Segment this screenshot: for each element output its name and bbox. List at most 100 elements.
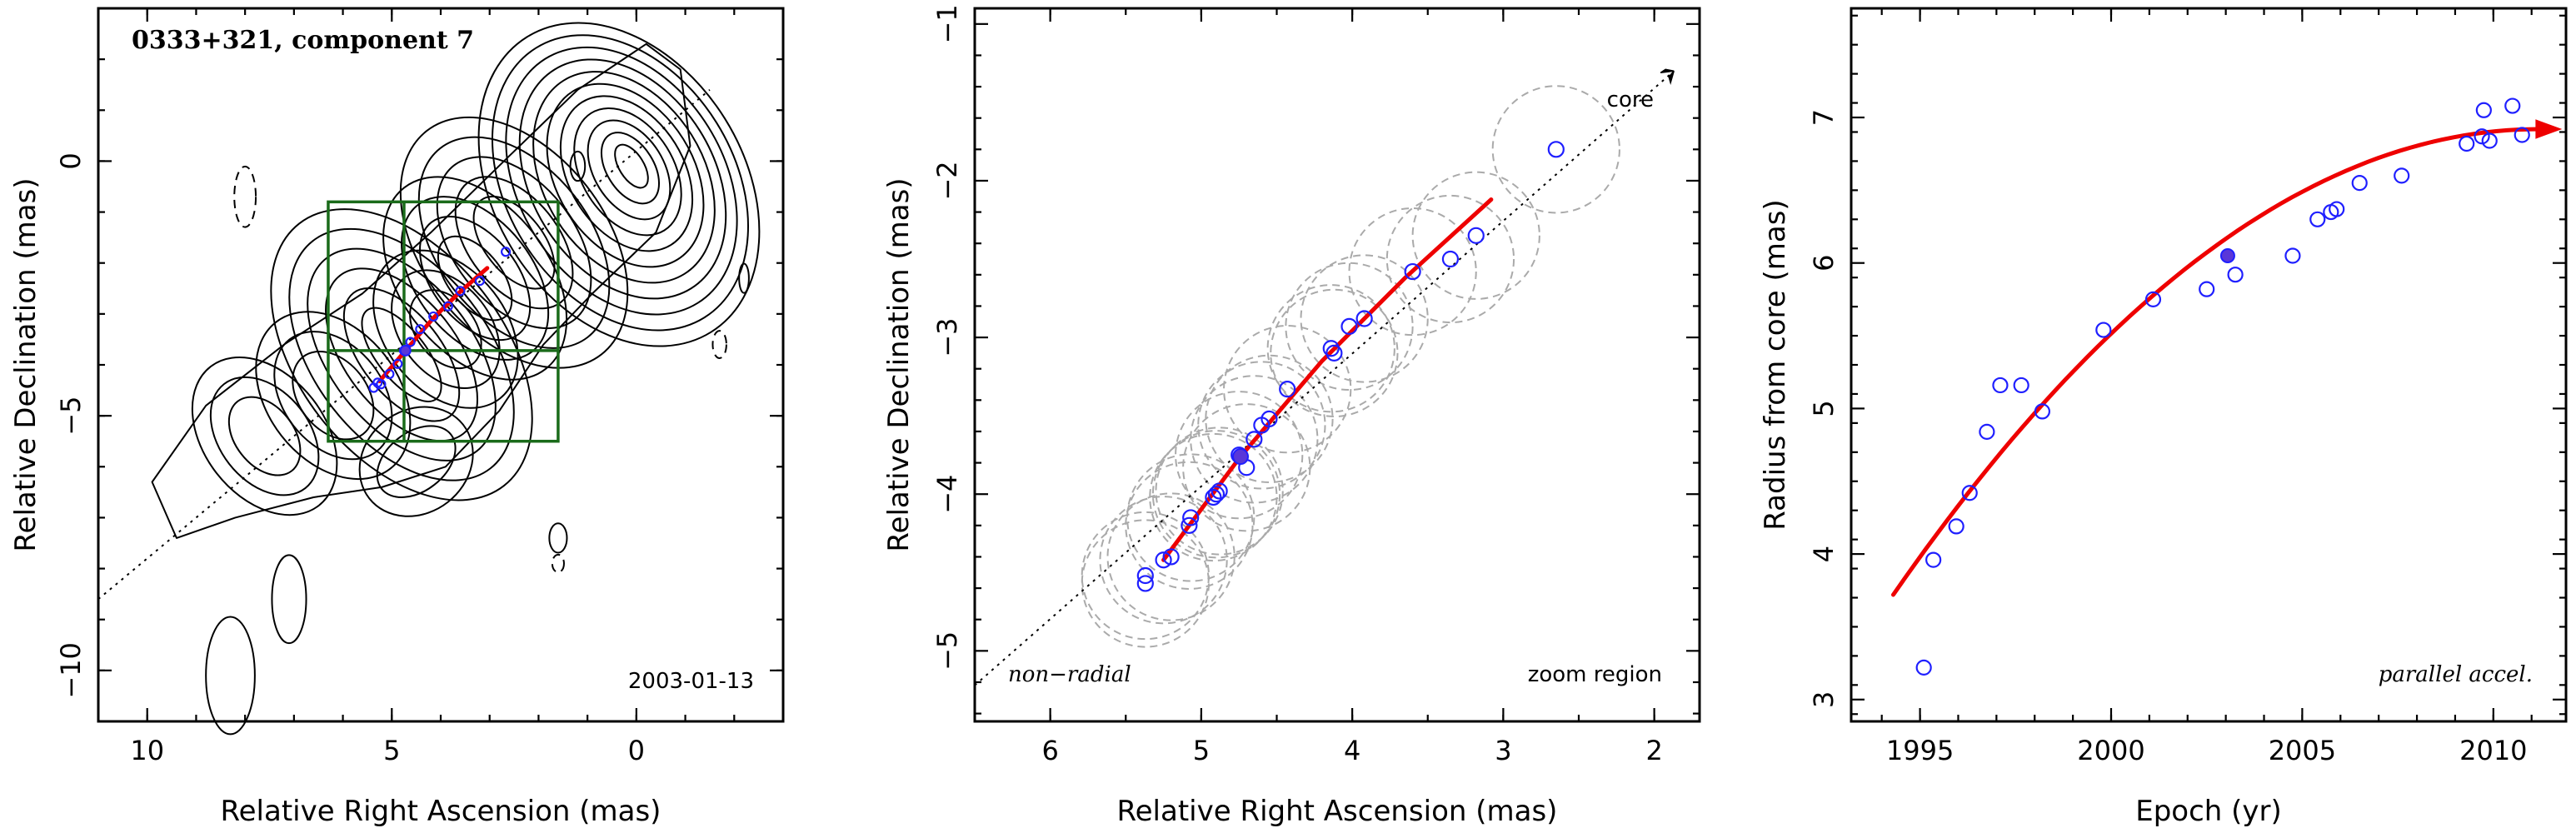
contour-map — [151, 22, 761, 736]
parallel-accel-label: parallel accel. — [2379, 662, 2533, 687]
position-point — [1279, 381, 1296, 398]
core-contour — [532, 71, 716, 284]
highlight-point — [1232, 448, 1249, 466]
x-tick-label: 1995 — [1886, 735, 1954, 766]
panel-3-ylabel: Radius from core (mas) — [1759, 199, 1792, 530]
panel-2-xlabel: Relative Right Ascension (mas) — [1117, 795, 1558, 828]
x-tick-label: 2010 — [2459, 735, 2527, 766]
position-point — [1547, 141, 1565, 158]
core-label: core — [1607, 87, 1654, 112]
zoom-box — [327, 200, 560, 443]
error-circle — [1155, 426, 1284, 556]
position-point — [1441, 250, 1460, 268]
panel-1-frame — [97, 7, 785, 723]
fit-track — [377, 266, 490, 384]
position-point — [500, 247, 512, 257]
y-tick-label: −10 — [55, 642, 87, 699]
radius-point — [2013, 377, 2029, 394]
outer-contour — [151, 42, 691, 539]
position-point — [1322, 340, 1340, 357]
negative-contour — [711, 330, 727, 359]
error-circle — [1348, 207, 1477, 337]
jet-contour — [209, 376, 320, 496]
y-tick-label: 7 — [1808, 109, 1840, 126]
position-point — [405, 337, 416, 347]
jet-contour — [472, 195, 556, 290]
jet-contour — [255, 311, 412, 481]
radius-points — [1915, 97, 2530, 676]
x-tick-label: 10 — [130, 735, 164, 766]
position-point — [428, 311, 439, 322]
radius-point — [1992, 377, 2009, 394]
error-circle — [1223, 325, 1352, 454]
position-point — [1355, 310, 1373, 327]
radius-point — [2459, 135, 2475, 152]
radius-point — [2095, 322, 2112, 338]
jet-contour — [436, 156, 592, 330]
jet-contour — [270, 208, 533, 501]
error-circle — [1270, 288, 1399, 418]
jet-contour — [307, 247, 497, 461]
position-point — [384, 368, 395, 380]
error-circle — [1151, 430, 1281, 559]
radius-point — [2514, 127, 2530, 143]
y-tick-label: 0 — [55, 152, 87, 169]
position-point — [1136, 566, 1154, 585]
radius-point — [1915, 659, 1932, 676]
radius-point — [2481, 132, 2498, 149]
position-point — [1162, 548, 1180, 566]
position-point — [1340, 317, 1358, 336]
component-positions — [1136, 141, 1565, 592]
y-tick-label: −1 — [931, 4, 963, 43]
panel-2-ticks: 6 5 4 3 2 −1 −2 −3 −4 −5 — [931, 4, 1700, 766]
y-tick-label: −3 — [931, 317, 963, 357]
error-circle — [1081, 519, 1210, 648]
fit-track — [1161, 197, 1494, 562]
x-tick-label: 6 — [1041, 735, 1058, 766]
radius-point — [2199, 281, 2215, 297]
contour-island — [548, 522, 568, 554]
panel-3-frame — [1850, 7, 2568, 723]
fit-line — [1161, 197, 1494, 562]
jet-contour — [372, 249, 519, 409]
jet-contour — [288, 227, 515, 481]
error-circles — [1081, 85, 1620, 648]
jet-contour — [376, 425, 457, 498]
core-arrowhead — [1660, 68, 1675, 85]
radius-point — [1925, 551, 1942, 568]
radius-point — [2329, 201, 2345, 217]
position-point — [1261, 410, 1278, 428]
panel-1-xlabel: Relative Right Ascension (mas) — [221, 795, 661, 828]
core-contour — [587, 119, 671, 221]
jet-contour — [382, 176, 568, 381]
y-tick-label: 6 — [1808, 255, 1840, 272]
jet-contour — [342, 287, 461, 422]
position-point — [392, 358, 403, 369]
jet-contour — [358, 406, 474, 517]
jet-contour — [454, 176, 574, 310]
jet-contour — [437, 235, 513, 322]
jet-contour — [273, 331, 393, 461]
core-contour — [546, 82, 705, 268]
jet-contour — [419, 215, 532, 342]
panel-zoom-region: 6 5 4 3 2 −1 −2 −3 −4 −5 core non−radial zoom reg… — [882, 4, 1701, 828]
negative-contour — [233, 165, 257, 228]
contour-island — [738, 262, 750, 294]
epoch-label: 2003-01-13 — [628, 669, 754, 694]
radius-point — [2227, 267, 2244, 283]
position-point — [474, 276, 486, 287]
core-contour — [559, 95, 694, 252]
error-circle — [1125, 461, 1254, 590]
position-point — [1182, 509, 1200, 526]
radius-point — [2475, 102, 2492, 118]
position-point — [1205, 488, 1222, 506]
radius-point — [1961, 485, 1978, 501]
radius-point — [1948, 518, 1964, 535]
position-point — [1246, 431, 1263, 448]
jet-contour — [399, 116, 629, 369]
fit-curve — [1891, 119, 2563, 597]
panel-1-ylabel: Relative Declination (mas) — [9, 177, 42, 551]
error-circle — [1182, 403, 1311, 532]
radius-point — [2474, 128, 2490, 145]
